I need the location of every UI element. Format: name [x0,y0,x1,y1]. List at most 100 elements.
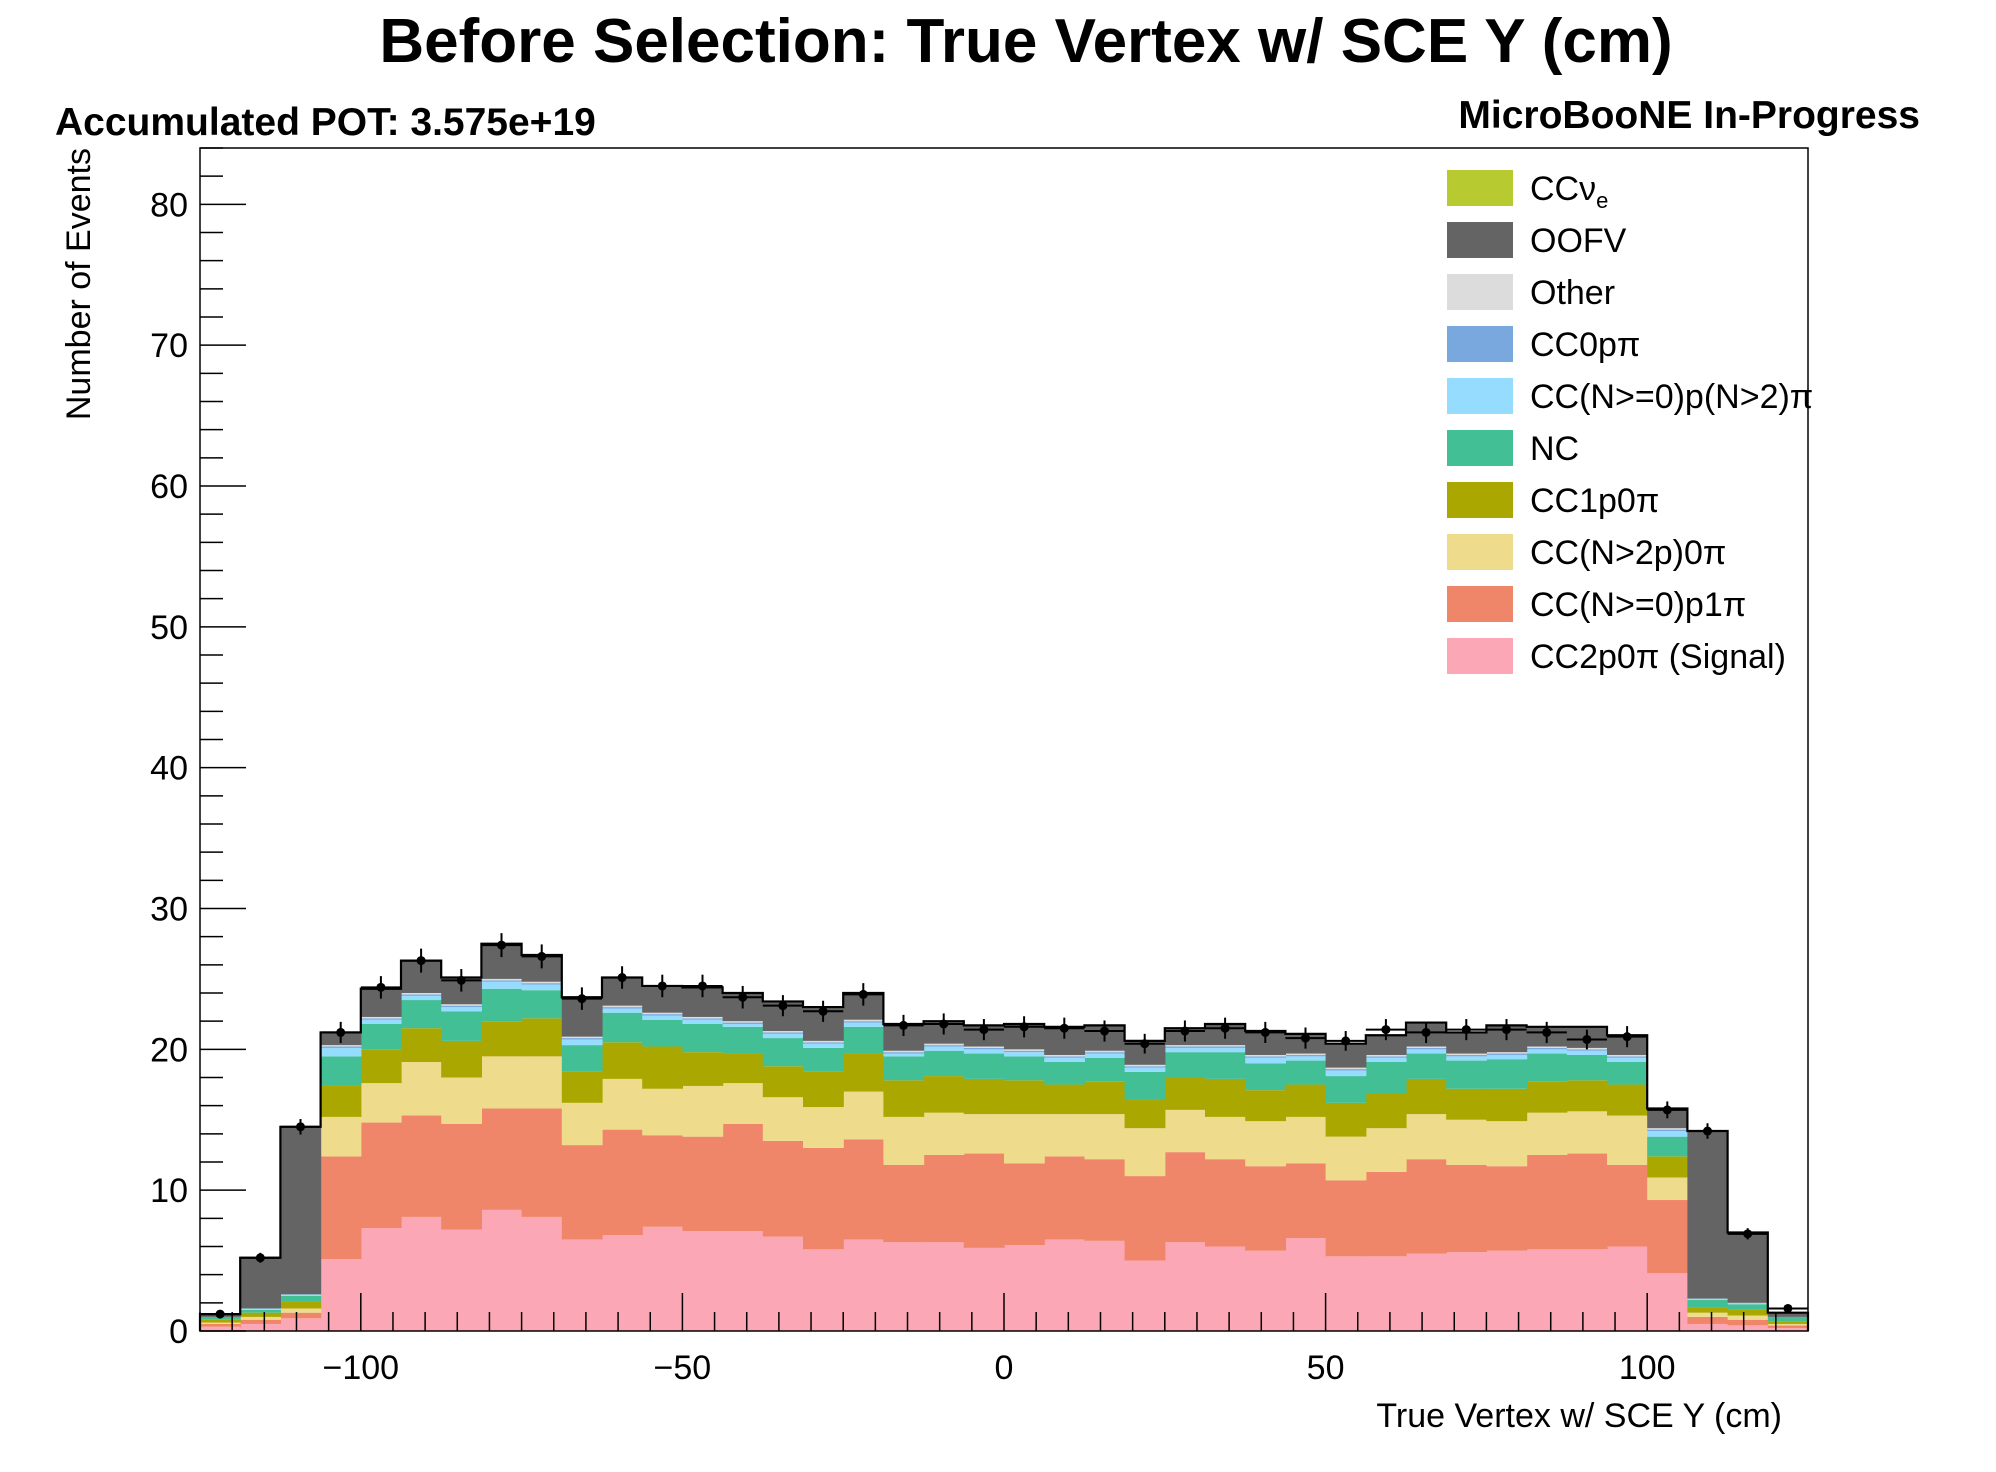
bar-segment [1164,1152,1206,1243]
bar-segment [1124,1067,1166,1072]
bar-segment [1526,1249,1568,1331]
legend-entry: NC [1447,430,1579,468]
legend-swatch [1447,586,1513,622]
legend-label: OOFV [1530,222,1627,260]
bar-segment [521,1216,563,1331]
bar-segment [1486,1121,1528,1167]
y-tick-label: 50 [150,609,188,647]
bar-segment [1607,1164,1648,1247]
bar-segment [963,1247,1005,1331]
data-marker [416,956,426,966]
data-point [1365,1019,1406,1041]
x-tick-label: 0 [995,1349,1014,1387]
bar-segment [1325,1043,1367,1068]
bar-segment [1285,1238,1327,1331]
bar-segment [521,1056,563,1109]
bar-segment [1486,1059,1528,1089]
bar-segment [762,1140,804,1237]
bar-segment [1124,1071,1166,1101]
series-5 [240,981,1769,1310]
bar-segment [320,1045,362,1047]
bar-segment [1486,1166,1528,1251]
bar-segment [803,1249,844,1331]
bar-segment [883,1052,925,1054]
bar-segment [1486,1250,1528,1331]
bar-segment [722,1083,764,1124]
bar-segment [1365,1056,1407,1058]
data-marker [858,989,868,999]
bar-segment [1285,1084,1327,1117]
bar-segment [762,1038,804,1067]
legend-swatch [1447,638,1513,674]
bar-segment [1406,1053,1447,1079]
bar-segment [481,1209,523,1331]
bar-segment [240,1308,281,1310]
bar-segment [1727,1302,1769,1305]
bar-segment [1044,1062,1085,1085]
bar-segment [923,1076,965,1113]
bar-segment [1285,1060,1327,1085]
bar-segment [521,984,563,991]
x-tick-label: −100 [323,1349,400,1387]
bar-segment [1004,1056,1045,1081]
data-point [762,995,803,1017]
data-point [1687,1123,1728,1139]
bar-segment [441,1007,482,1012]
bar-segment [1004,1049,1045,1051]
legend-swatch [1447,378,1513,414]
bar-segment [561,1102,603,1146]
bar-segment [1607,1054,1648,1057]
bar-segment [1566,1049,1608,1051]
bar-segment [521,1018,563,1057]
bar-segment [240,1309,281,1313]
bar-segment [401,1000,442,1029]
bar-segment [602,1007,643,1009]
bar-segment [1607,1062,1648,1085]
y-tick-label: 20 [150,1031,188,1069]
bar-segment [200,1323,241,1327]
bar-segment [1245,1057,1286,1064]
bar-segment [1406,1049,1447,1054]
bar-segment [441,1229,482,1331]
data-marker [577,994,587,1004]
bar-segment [642,1046,683,1089]
bar-segment [1647,1128,1688,1130]
bar-segment [240,1323,281,1331]
bar-segment [963,1078,1005,1115]
data-marker [738,992,748,1002]
legend-label-subscript: e [1596,188,1608,213]
bar-segment [1566,1153,1608,1250]
bar-segment [1365,1035,1407,1055]
bar-segment [1044,1056,1085,1058]
data-point [963,1019,1004,1041]
bar-segment [1004,1050,1045,1053]
pot-label: Accumulated POT: 3.575e+19 [55,101,596,144]
data-marker [1743,1229,1753,1239]
legend-swatch [1447,430,1513,466]
data-point [722,985,763,1009]
bar-segment [602,1005,643,1008]
bar-segment [1365,1171,1407,1257]
data-marker [1301,1033,1310,1043]
data-point [1486,1019,1527,1041]
bar-segment [762,1236,804,1331]
bar-segment [1164,1047,1206,1053]
bar-segment [1245,1090,1286,1122]
x-tick-label: 50 [1307,1349,1345,1387]
data-marker [778,1001,788,1011]
bar-segment [1205,1045,1246,1047]
bar-segment [320,1259,362,1331]
bar-segment [602,1129,643,1236]
bar-segment [561,1038,603,1040]
bar-segment [1727,1319,1769,1326]
data-marker [456,975,466,985]
series-2 [200,1056,1809,1326]
bar-segment [441,1077,482,1124]
bar-segment [1687,1298,1729,1301]
bar-segment [1164,1242,1206,1331]
data-marker [1662,1105,1672,1115]
bar-segment [682,1136,724,1232]
legend-label: CCνe [1530,170,1608,213]
bar-segment [441,1005,482,1008]
data-marker [1421,1027,1431,1037]
